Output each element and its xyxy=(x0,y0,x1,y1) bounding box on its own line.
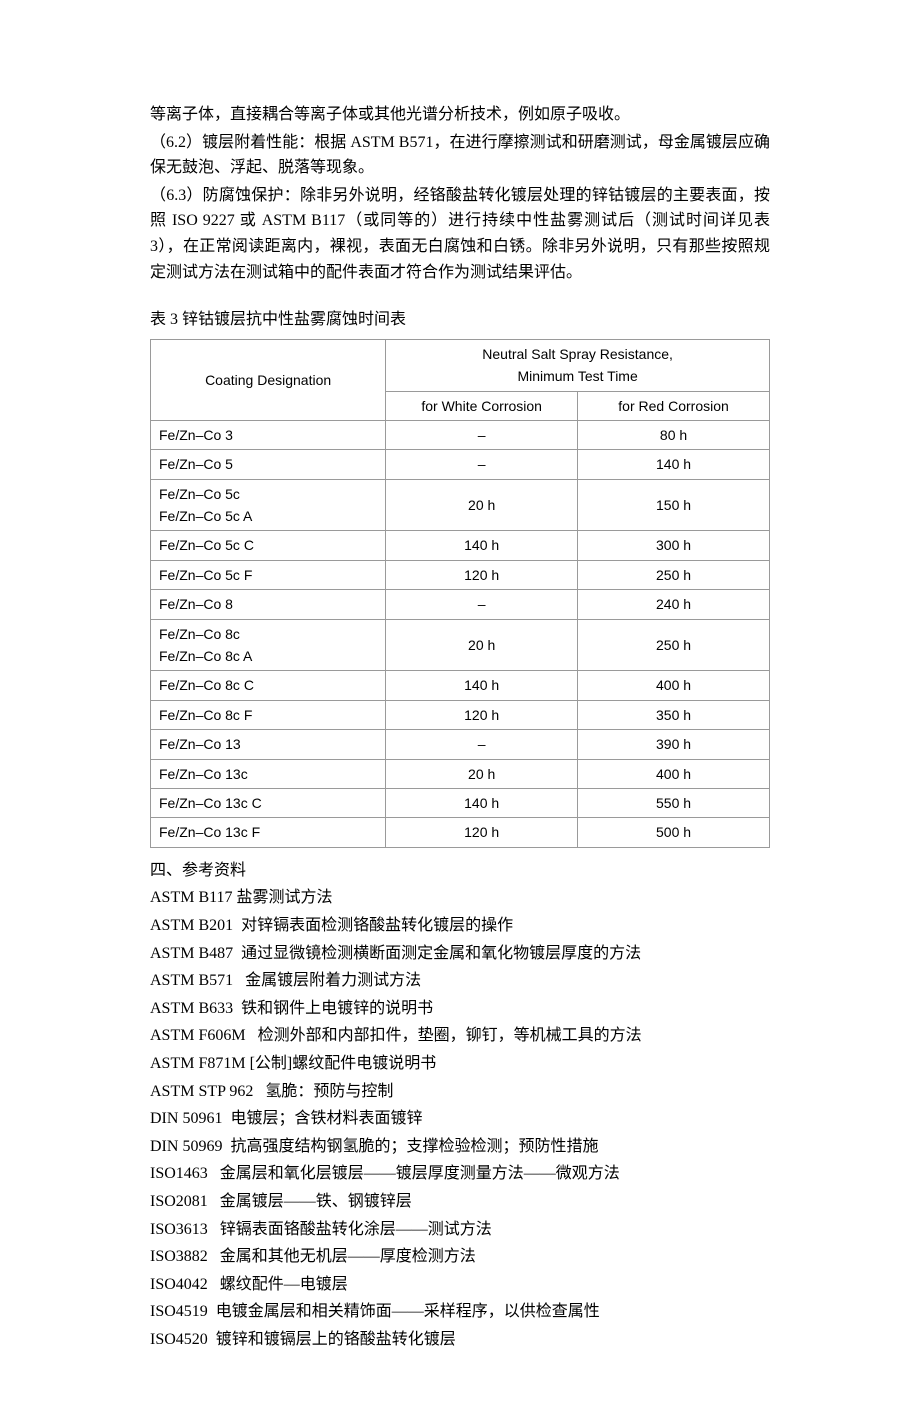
cell-red-corrosion: 80 h xyxy=(578,420,770,449)
reference-item: ISO4042 螺纹配件—电镀层 xyxy=(150,1272,770,1298)
table-row: Fe/Zn–Co 8c C140 h400 h xyxy=(151,671,770,700)
reference-item: ISO1463 金属层和氧化层镀层——镀层厚度测量方法——微观方法 xyxy=(150,1161,770,1187)
cell-red-corrosion: 500 h xyxy=(578,818,770,847)
cell-red-corrosion: 390 h xyxy=(578,730,770,759)
reference-item: ISO4519 电镀金属层和相关精饰面——采样程序，以供检查属性 xyxy=(150,1299,770,1325)
table-header-row-1: Coating Designation Neutral Salt Spray R… xyxy=(151,339,770,391)
table-row: Fe/Zn–Co 13c20 h400 h xyxy=(151,759,770,788)
cell-white-corrosion: 120 h xyxy=(386,700,578,729)
reference-item: ASTM B117 盐雾测试方法 xyxy=(150,885,770,911)
reference-item: ISO3613 锌镉表面铬酸盐转化涂层——测试方法 xyxy=(150,1217,770,1243)
cell-red-corrosion: 150 h xyxy=(578,479,770,531)
cell-designation: Fe/Zn–Co 8 xyxy=(151,590,386,619)
cell-red-corrosion: 250 h xyxy=(578,619,770,671)
table-header-red: for Red Corrosion xyxy=(578,391,770,420)
cell-white-corrosion: – xyxy=(386,590,578,619)
cell-designation: Fe/Zn–Co 13c C xyxy=(151,789,386,818)
cell-red-corrosion: 300 h xyxy=(578,531,770,560)
reference-item: ASTM B571 金属镀层附着力测试方法 xyxy=(150,968,770,994)
cell-red-corrosion: 240 h xyxy=(578,590,770,619)
cell-white-corrosion: 120 h xyxy=(386,560,578,589)
paragraph-6-3: （6.3）防腐蚀保护：除非另外说明，经铬酸盐转化镀层处理的锌钴镀层的主要表面，按… xyxy=(150,183,770,285)
cell-red-corrosion: 350 h xyxy=(578,700,770,729)
table-row: Fe/Zn–Co 13c C140 h550 h xyxy=(151,789,770,818)
cell-white-corrosion: 140 h xyxy=(386,531,578,560)
cell-red-corrosion: 400 h xyxy=(578,671,770,700)
cell-designation: Fe/Zn–Co 13 xyxy=(151,730,386,759)
reference-item: ASTM F871M [公制]螺纹配件电镀说明书 xyxy=(150,1051,770,1077)
cell-red-corrosion: 250 h xyxy=(578,560,770,589)
paragraph-plasma: 等离子体，直接耦合等离子体或其他光谱分析技术，例如原子吸收。 xyxy=(150,102,770,128)
reference-item: ISO3882 金属和其他无机层——厚度检测方法 xyxy=(150,1244,770,1270)
cell-white-corrosion: 20 h xyxy=(386,479,578,531)
table-row: Fe/Zn–Co 3–80 h xyxy=(151,420,770,449)
cell-designation: Fe/Zn–Co 3 xyxy=(151,420,386,449)
table-row: Fe/Zn–Co 8c Fe/Zn–Co 8c A20 h250 h xyxy=(151,619,770,671)
table-row: Fe/Zn–Co 5c C140 h300 h xyxy=(151,531,770,560)
table-row: Fe/Zn–Co 13c F120 h500 h xyxy=(151,818,770,847)
salt-spray-table: Coating Designation Neutral Salt Spray R… xyxy=(150,339,770,848)
table-row: Fe/Zn–Co 13–390 h xyxy=(151,730,770,759)
reference-item: ISO4520 镀锌和镀镉层上的铬酸盐转化镀层 xyxy=(150,1327,770,1353)
reference-item: ASTM B487 通过显微镜检测横断面测定金属和氧化物镀层厚度的方法 xyxy=(150,941,770,967)
table-row: Fe/Zn–Co 8c F120 h350 h xyxy=(151,700,770,729)
cell-red-corrosion: 140 h xyxy=(578,450,770,479)
table-row: Fe/Zn–Co 5c Fe/Zn–Co 5c A20 h150 h xyxy=(151,479,770,531)
cell-white-corrosion: 120 h xyxy=(386,818,578,847)
cell-designation: Fe/Zn–Co 13c xyxy=(151,759,386,788)
table-row: Fe/Zn–Co 5–140 h xyxy=(151,450,770,479)
cell-designation: Fe/Zn–Co 8c Fe/Zn–Co 8c A xyxy=(151,619,386,671)
cell-white-corrosion: 140 h xyxy=(386,671,578,700)
cell-designation: Fe/Zn–Co 5c F xyxy=(151,560,386,589)
reference-item: ASTM B633 铁和钢件上电镀锌的说明书 xyxy=(150,996,770,1022)
document-page: 等离子体，直接耦合等离子体或其他光谱分析技术，例如原子吸收。 （6.2）镀层附着… xyxy=(0,0,920,1414)
table-3-title: 表 3 锌钴镀层抗中性盐雾腐蚀时间表 xyxy=(150,307,770,333)
reference-item: DIN 50969 抗高强度结构钢氢脆的；支撑检验检测；预防性措施 xyxy=(150,1134,770,1160)
cell-designation: Fe/Zn–Co 8c C xyxy=(151,671,386,700)
cell-white-corrosion: 140 h xyxy=(386,789,578,818)
table-row: Fe/Zn–Co 5c F120 h250 h xyxy=(151,560,770,589)
table-header-white: for White Corrosion xyxy=(386,391,578,420)
cell-designation: Fe/Zn–Co 13c F xyxy=(151,818,386,847)
reference-item: ASTM B201 对锌镉表面检测铬酸盐转化镀层的操作 xyxy=(150,913,770,939)
cell-red-corrosion: 400 h xyxy=(578,759,770,788)
reference-item: ASTM STP 962 氢脆：预防与控制 xyxy=(150,1079,770,1105)
paragraph-6-2: （6.2）镀层附着性能：根据 ASTM B571，在进行摩擦测试和研磨测试，母金… xyxy=(150,130,770,181)
cell-designation: Fe/Zn–Co 5c Fe/Zn–Co 5c A xyxy=(151,479,386,531)
reference-item: ASTM F606M 检测外部和内部扣件，垫圈，铆钉，等机械工具的方法 xyxy=(150,1023,770,1049)
references-list: ASTM B117 盐雾测试方法ASTM B201 对锌镉表面检测铬酸盐转化镀层… xyxy=(150,885,770,1352)
cell-red-corrosion: 550 h xyxy=(578,789,770,818)
cell-designation: Fe/Zn–Co 5c C xyxy=(151,531,386,560)
cell-white-corrosion: – xyxy=(386,730,578,759)
table-row: Fe/Zn–Co 8–240 h xyxy=(151,590,770,619)
table-header-resistance: Neutral Salt Spray Resistance, Minimum T… xyxy=(386,339,770,391)
reference-item: ISO2081 金属镀层——铁、钢镀锌层 xyxy=(150,1189,770,1215)
cell-white-corrosion: 20 h xyxy=(386,759,578,788)
cell-white-corrosion: – xyxy=(386,420,578,449)
table-header-coating: Coating Designation xyxy=(151,339,386,420)
cell-designation: Fe/Zn–Co 5 xyxy=(151,450,386,479)
cell-white-corrosion: – xyxy=(386,450,578,479)
references-title: 四、参考资料 xyxy=(150,858,770,884)
cell-white-corrosion: 20 h xyxy=(386,619,578,671)
cell-designation: Fe/Zn–Co 8c F xyxy=(151,700,386,729)
reference-item: DIN 50961 电镀层；含铁材料表面镀锌 xyxy=(150,1106,770,1132)
